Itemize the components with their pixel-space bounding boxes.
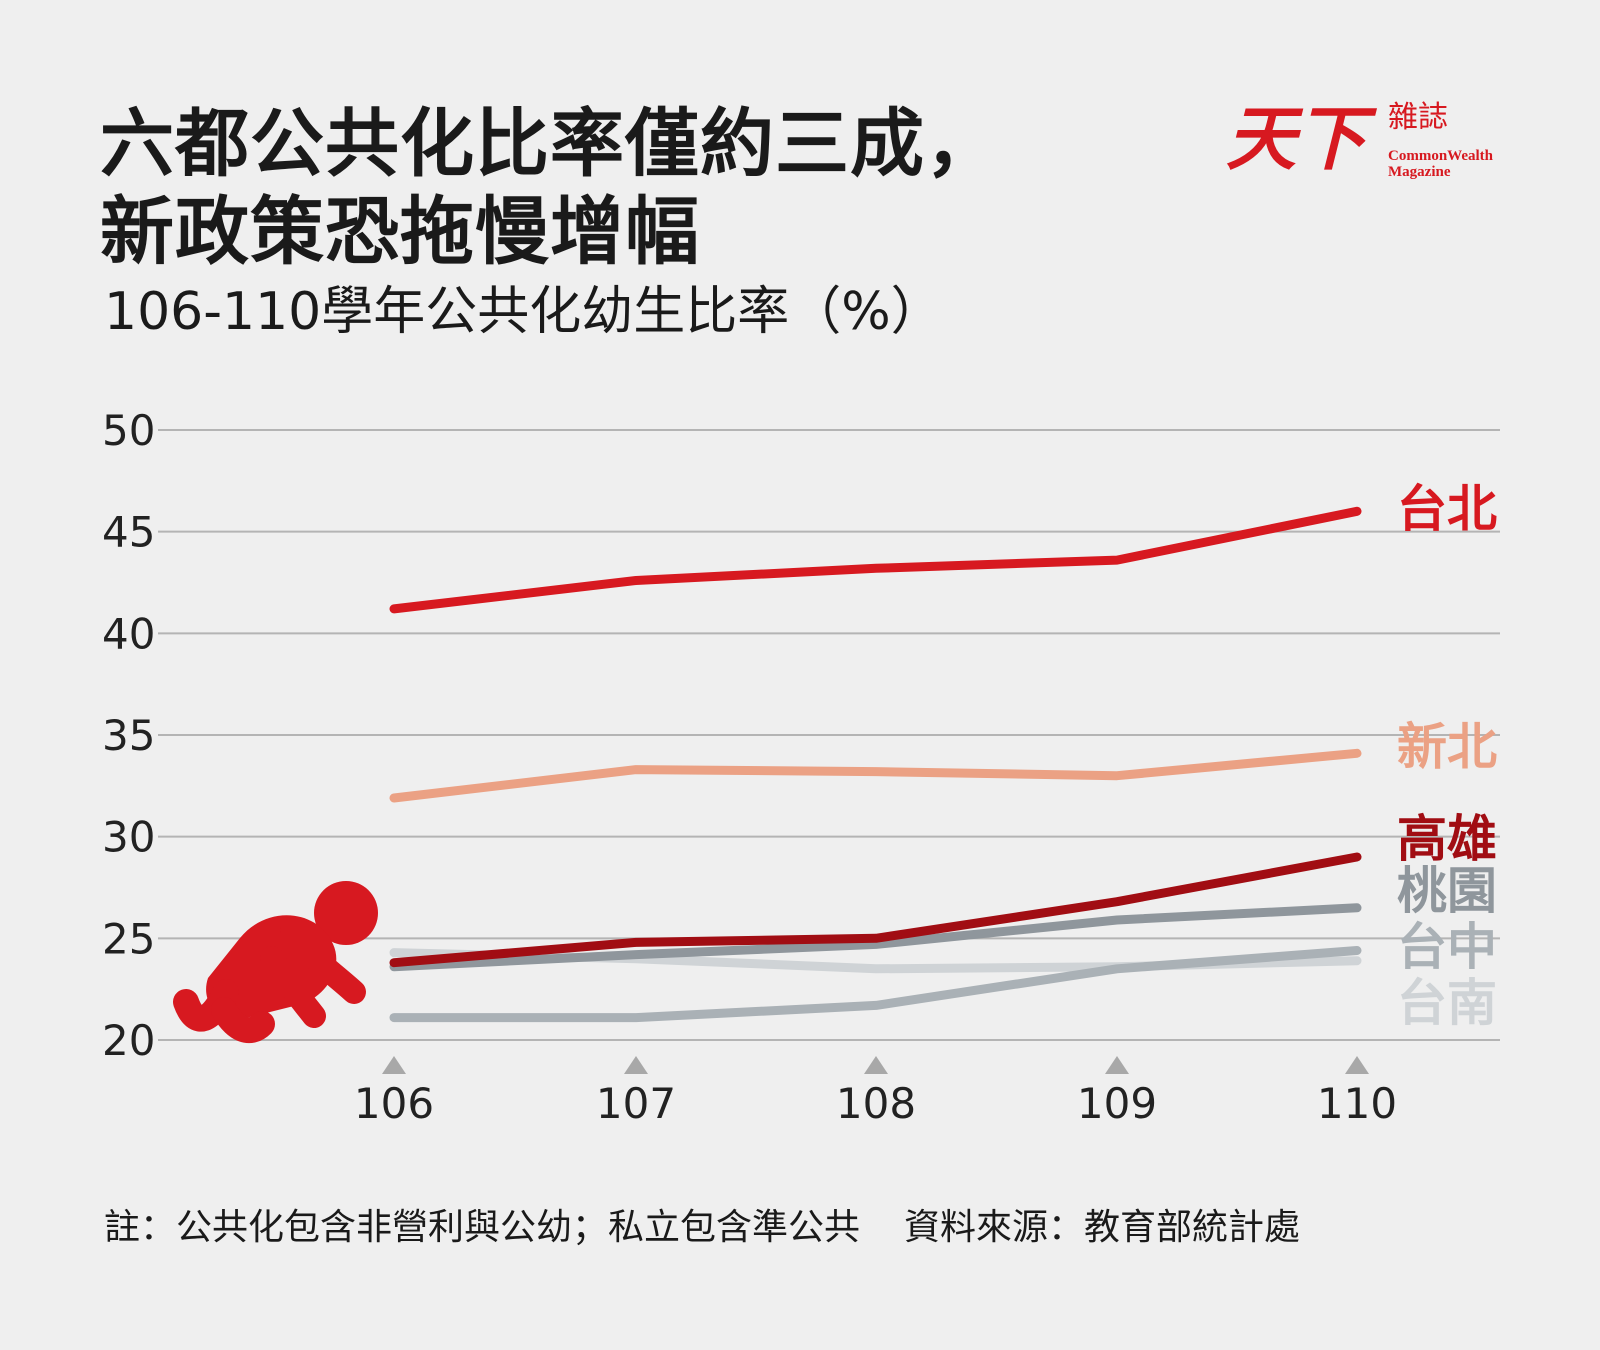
x-tick-label: 107	[596, 1079, 676, 1128]
series-label: 台北	[1397, 480, 1497, 538]
x-tick-label: 109	[1077, 1079, 1157, 1128]
y-tick-label: 35	[102, 711, 155, 760]
logo-sub-text: 雜誌	[1388, 100, 1448, 135]
x-tick-marker	[624, 1056, 648, 1074]
footnote: 註：公共化包含非營利與公幼；私立包含準公共 資料來源：教育部統計處	[104, 1206, 1300, 1250]
series-label: 台中	[1397, 918, 1497, 976]
x-tick-label: 108	[836, 1079, 916, 1128]
series-label: 桃園	[1397, 862, 1497, 920]
series-label: 台南	[1397, 974, 1497, 1032]
y-tick-label: 45	[102, 508, 155, 557]
series-label: 新北	[1397, 718, 1497, 776]
x-tick-marker	[382, 1056, 406, 1074]
x-tick-label: 110	[1317, 1079, 1397, 1128]
chart-title-line2: 新政策恐拖慢增幅	[100, 189, 700, 275]
y-tick-labels: 50 45 40 35 30 25 20	[102, 406, 155, 1065]
series-lines	[389, 506, 1362, 1023]
y-tick-label: 40	[102, 609, 155, 658]
chart-title-line1: 六都公共化比率僅約三成，	[100, 101, 1000, 187]
series-line-5	[389, 946, 1362, 1023]
logo-main-text: 天下	[1226, 97, 1366, 180]
footnote-note: 註：公共化包含非營利與公幼；私立包含準公共	[104, 1207, 861, 1248]
series-line-2	[389, 748, 1362, 803]
series-label: 高雄	[1397, 810, 1497, 868]
series-line-3	[389, 852, 1362, 968]
commonwealth-logo: 天下 雜誌 CommonWealth Magazine	[1226, 96, 1506, 196]
y-tick-label: 50	[102, 406, 155, 455]
logo-english-line2: Magazine	[1388, 164, 1451, 180]
x-tick-marker	[1105, 1056, 1129, 1074]
footnote-source: 資料來源：教育部統計處	[904, 1207, 1301, 1248]
y-tick-label: 25	[102, 914, 155, 963]
crawling-baby-icon	[173, 881, 378, 1044]
x-tick-marker	[1345, 1056, 1369, 1074]
x-tick-marker	[864, 1056, 888, 1074]
series-line-4	[389, 903, 1362, 972]
chart-title: 六都公共化比率僅約三成， 新政策恐拖慢增幅	[100, 100, 1000, 276]
series-line-1	[389, 506, 1362, 614]
y-tick-label: 30	[102, 813, 155, 862]
y-tick-label: 20	[102, 1016, 155, 1065]
logo-english-line1: CommonWealth	[1388, 148, 1493, 164]
x-tick-label: 106	[354, 1079, 434, 1128]
x-tick-labels: 106 107 108 109 110	[354, 1056, 1397, 1128]
chart-subtitle: 106-110學年公共化幼生比率（%）	[104, 282, 943, 342]
